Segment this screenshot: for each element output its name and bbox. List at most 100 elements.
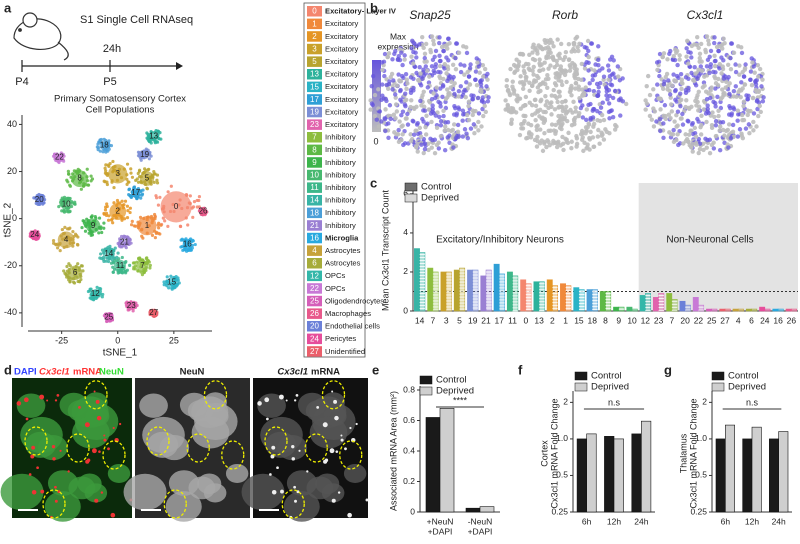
expression-dot	[720, 95, 725, 100]
legend-id: 4	[312, 246, 317, 255]
expression-dot	[711, 99, 716, 105]
expression-dot	[531, 42, 536, 47]
expression-dot	[516, 62, 521, 68]
mrna-dot	[103, 438, 107, 442]
cell-dot	[67, 172, 71, 176]
expression-dot	[698, 132, 704, 137]
cell	[20, 416, 63, 454]
cell-dot	[99, 137, 103, 142]
bar	[641, 420, 652, 513]
expression-dot	[421, 89, 426, 95]
expression-dot	[441, 108, 446, 114]
cell-dot	[155, 173, 160, 177]
expression-dot	[556, 73, 562, 78]
expression-dot	[586, 68, 591, 73]
mrna-dot	[107, 447, 110, 451]
mrna-dot	[331, 390, 334, 393]
expression-dot	[746, 93, 751, 99]
expression-dot	[737, 72, 742, 77]
expression-dot	[445, 87, 450, 92]
expression-dot	[426, 107, 432, 112]
expression-dot	[482, 66, 488, 72]
x-tick-label: 21	[481, 315, 491, 325]
expression-dot	[717, 128, 722, 133]
expression-dot	[654, 60, 660, 65]
expression-dot	[690, 149, 695, 154]
cell-dot	[101, 150, 105, 154]
y-axis-label: Cx3cl1 mRNA Fold Change	[549, 398, 559, 508]
expression-dot	[393, 115, 398, 121]
expression-dot	[453, 135, 459, 141]
cell-dot	[159, 223, 163, 227]
mrna-dot	[349, 426, 352, 430]
expression-dot	[380, 67, 385, 73]
expression-dot	[543, 103, 548, 108]
expression-dot	[427, 74, 432, 79]
cell-dot	[140, 234, 144, 238]
expression-dot	[450, 62, 456, 67]
cell-dot	[63, 271, 67, 275]
x-tick-label: 6h	[721, 516, 731, 526]
legend-swatch	[307, 94, 322, 105]
expression-dot	[605, 63, 611, 68]
timeline-end: P5	[103, 76, 116, 88]
expression-dot	[683, 104, 688, 110]
expression-dot	[431, 110, 436, 116]
mrna-dot	[295, 394, 299, 397]
x-tick-label: 18	[587, 315, 597, 325]
expression-dot	[534, 144, 540, 149]
expression-dot	[466, 103, 471, 109]
cell-dot	[197, 194, 202, 199]
neuron-outline	[163, 489, 187, 519]
expression-dot	[462, 87, 467, 93]
cell-dot	[102, 314, 107, 318]
x-tick-label: 24	[760, 315, 770, 325]
y-tick-label: 0	[12, 213, 17, 223]
mrna-dot	[316, 405, 320, 409]
legend-label: Inhibitory	[325, 183, 356, 192]
y-tick-label: -40	[4, 307, 17, 317]
expression-dot	[663, 74, 668, 80]
cell-dot	[111, 159, 115, 164]
expression-dot	[464, 50, 470, 56]
expression-dot	[421, 150, 426, 156]
expression-dot	[569, 122, 575, 128]
expression-dot	[757, 66, 763, 72]
cell-dot	[173, 285, 177, 289]
expression-dot	[446, 76, 452, 81]
bar	[751, 426, 762, 513]
expression-dot	[505, 104, 511, 109]
mrna-dot	[340, 434, 343, 437]
bar	[724, 308, 731, 312]
cell-dot	[144, 147, 148, 151]
bar	[626, 306, 633, 312]
legend-label: Endothelial cells	[325, 322, 380, 331]
mrna-dot	[85, 459, 90, 464]
expression-dot	[607, 93, 612, 99]
expression-dot	[559, 82, 565, 88]
expression-dot	[697, 55, 702, 61]
x-tick-label: 16	[773, 315, 783, 325]
legend-label: Macrophages	[325, 309, 371, 318]
legend-swatch	[307, 43, 322, 55]
y-tick-label: 6	[403, 188, 408, 198]
expression-dot	[749, 83, 755, 88]
cell-dot	[133, 224, 138, 228]
cell	[72, 416, 110, 449]
bar	[666, 293, 673, 312]
x-tick-label: 23	[654, 315, 664, 325]
expression-dot	[683, 75, 689, 80]
mrna-dot	[280, 489, 284, 494]
legend-swatch	[307, 31, 322, 42]
expression-dot	[543, 93, 548, 99]
expression-dot	[393, 102, 399, 107]
legend-label: Control	[728, 371, 759, 382]
expression-dot	[610, 95, 616, 101]
mrna-dot	[31, 489, 37, 495]
expression-dot	[511, 62, 517, 68]
mrna-dot	[347, 512, 352, 518]
expression-dot	[393, 48, 398, 54]
expression-dot	[599, 112, 605, 118]
expression-dot	[526, 61, 531, 67]
y-tick-label: 2	[702, 397, 707, 407]
